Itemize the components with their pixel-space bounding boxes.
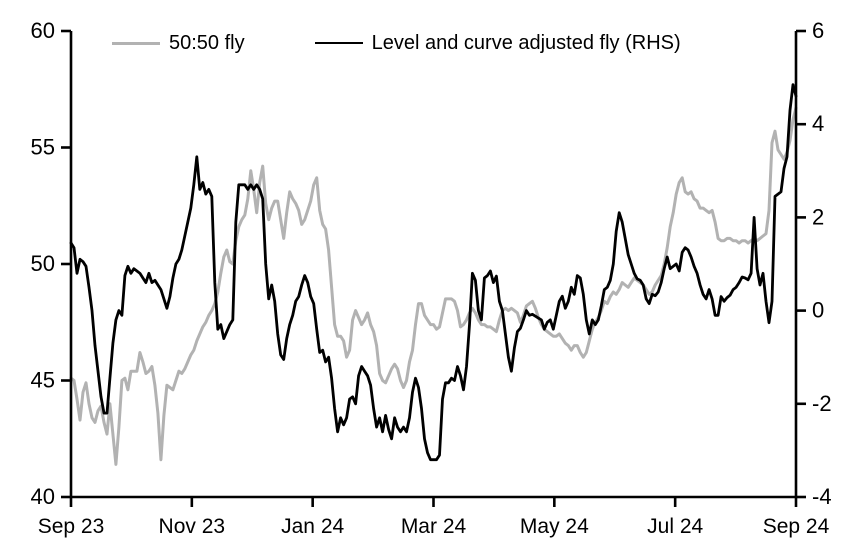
left-axis-tick-label: 40	[31, 484, 55, 509]
legend-line-sample-gray	[112, 41, 160, 45]
legend-item-5050-fly: 50:50 fly	[112, 33, 245, 53]
left-axis-tick-label: 50	[31, 251, 55, 276]
x-axis-tick-label: Jan 24	[281, 515, 344, 538]
legend-label: Level and curve adjusted fly (RHS)	[371, 32, 681, 54]
chart-legend: 50:50 fly Level and curve adjusted fly (…	[112, 33, 681, 53]
x-axis-tick-label: Sep 24	[763, 515, 830, 538]
right-axis-tick-label: 6	[812, 18, 824, 43]
x-axis-tick-label: Nov 23	[159, 515, 226, 538]
x-axis-tick-label: Jul 24	[647, 515, 703, 538]
left-axis-tick-label: 60	[31, 18, 55, 43]
right-axis-tick-label: -2	[812, 391, 832, 416]
legend-item-level-curve-adjusted-fly: Level and curve adjusted fly (RHS)	[314, 32, 681, 54]
axis-spines	[69, 31, 798, 499]
legend-line-sample-black	[314, 42, 363, 44]
x-axis-tick-label: May 24	[520, 515, 589, 538]
x-axis-tick-label: Mar 24	[401, 515, 467, 538]
legend-label: 50:50 fly	[169, 32, 245, 54]
right-axis-tick-label: -4	[812, 484, 832, 509]
left-axis-tick-label: 55	[31, 135, 55, 160]
right-axis-tick-label: 4	[812, 111, 824, 136]
series-line-black	[69, 83, 798, 462]
x-axis-tick-label: Sep 23	[38, 515, 105, 538]
left-axis-tick-label: 45	[31, 368, 55, 393]
right-axis-tick-label: 2	[812, 204, 824, 229]
right-axis-tick-label: 0	[812, 298, 824, 323]
series-line-gray	[69, 106, 798, 466]
